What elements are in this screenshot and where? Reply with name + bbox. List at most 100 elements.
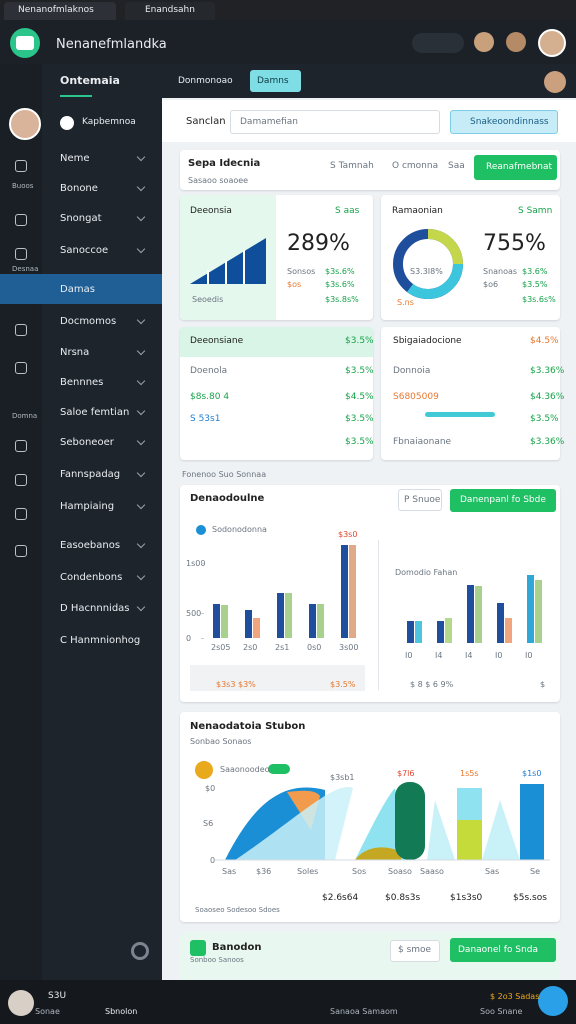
bar: [445, 618, 452, 643]
area-shapes: [215, 782, 550, 861]
nav-item[interactable]: Neme: [60, 153, 90, 164]
card-title: Sbigaiadocione: [393, 336, 462, 346]
chat-button[interactable]: [538, 986, 568, 1016]
nav-item[interactable]: C Hanmnionhog: [60, 635, 141, 646]
x-tick-label: Soaso: [388, 867, 412, 876]
x-tick-label: 2s1: [275, 643, 290, 652]
big-number: 755%: [483, 231, 546, 256]
nav-item[interactable]: Nrsna: [60, 347, 90, 358]
bar: [437, 621, 444, 643]
nav-item[interactable]: Easoebanos: [60, 540, 121, 551]
x-tick-label: Sas: [485, 867, 500, 876]
x-tick-label: Se: [530, 867, 540, 876]
secondary-button[interactable]: [398, 489, 442, 511]
filter[interactable]: Saa: [448, 161, 465, 171]
settings-icon[interactable]: [131, 942, 149, 960]
bar: [527, 575, 534, 643]
row-value: $3.5%: [530, 414, 559, 424]
row-label: S6805009: [393, 392, 439, 402]
primary-button[interactable]: [474, 155, 557, 180]
nav-item[interactable]: Saloe femtian: [60, 407, 130, 418]
filter[interactable]: O cmonna: [392, 161, 439, 171]
bar: [309, 604, 316, 638]
primary-button[interactable]: [450, 489, 556, 512]
primary-button[interactable]: [450, 938, 556, 962]
tab-title[interactable]: Nenanofmlaknos: [18, 5, 94, 15]
rail-icon: [15, 362, 27, 374]
bar: [475, 586, 482, 643]
y-tick-label: 500: [186, 609, 202, 618]
tick-mark: [201, 638, 204, 639]
nav-item[interactable]: Bonone: [60, 183, 98, 194]
card-title: Ramaonian: [392, 206, 443, 216]
button-label[interactable]: Snakeoondinnass: [470, 117, 549, 127]
button-label[interactable]: $ smoe: [398, 945, 432, 955]
x-tick-label: 2s0: [243, 643, 258, 652]
profile-avatar[interactable]: [9, 108, 41, 140]
card-subtitle: Sonboo Sanoos: [190, 956, 244, 964]
app-label[interactable]: Sbnolon: [105, 1007, 138, 1016]
profile-name: Kapbemnoa: [82, 117, 136, 127]
bar: [467, 585, 474, 643]
avatar[interactable]: [544, 71, 566, 93]
profile-icon: [60, 116, 74, 130]
nav-item[interactable]: Sanoccoe: [60, 245, 109, 256]
row-label: S 53s1: [190, 414, 221, 424]
card-title: Nenaodatoia Stubon: [190, 721, 306, 732]
icon-rail: [0, 64, 42, 980]
tick-mark: [201, 613, 204, 614]
toolbar-button[interactable]: [250, 70, 301, 92]
stat-text: $os: [287, 280, 302, 289]
search-input[interactable]: [230, 110, 440, 134]
filter[interactable]: S Tamnah: [330, 161, 374, 171]
dropdown[interactable]: Donmonoao: [178, 76, 233, 86]
tab[interactable]: [4, 2, 116, 20]
nav-item[interactable]: Seboneoer: [60, 437, 114, 448]
card-title: Banodon: [212, 942, 262, 953]
bar: [349, 545, 356, 638]
x-tick-label: I0: [405, 651, 413, 660]
button-label[interactable]: P Snuoe: [404, 495, 441, 505]
secondary-button[interactable]: [390, 940, 440, 962]
card-subtitle: Sasaoo soaoee: [188, 176, 249, 185]
tick-mark: [201, 563, 204, 564]
x-tick-label: I4: [465, 651, 473, 660]
button-label[interactable]: Reanafmebnat: [486, 162, 553, 172]
card-title: Deeonsia: [190, 206, 232, 216]
avatar[interactable]: [8, 990, 34, 1016]
search-label: Sanclan: [186, 116, 226, 127]
bottom-card-icon: [190, 940, 206, 956]
rail-icon: [15, 248, 27, 260]
nav-item[interactable]: Bennnes: [60, 377, 104, 388]
nav-item[interactable]: Hampiaing: [60, 501, 115, 512]
nav-item[interactable]: Fannspadag: [60, 469, 121, 480]
avatar[interactable]: [474, 32, 494, 52]
button-label[interactable]: Danaonel fo Snda: [458, 945, 538, 955]
rail-icon: [15, 474, 27, 486]
stat-text: $3.6%: [522, 267, 548, 276]
toggle[interactable]: [412, 33, 464, 53]
avatar[interactable]: [538, 29, 566, 57]
tab[interactable]: [125, 2, 215, 20]
tab-title[interactable]: Enandsahn: [145, 5, 195, 15]
button-label[interactable]: Damns: [257, 76, 289, 86]
donut: [393, 229, 463, 299]
avatar[interactable]: [506, 32, 526, 52]
nav-item[interactable]: Damas: [60, 284, 95, 295]
button-label[interactable]: Danenpanl fo Sbde: [460, 495, 546, 505]
rail-icon: [15, 160, 27, 172]
x-tick-label: 2s05: [211, 643, 231, 652]
row-label: Doenola: [190, 366, 228, 376]
search-button[interactable]: [450, 110, 558, 134]
stat-text: Snanoas: [483, 267, 518, 276]
nav-item[interactable]: Docmomos: [60, 316, 117, 327]
y-tick-label: S6: [203, 819, 214, 828]
value-label: $1s0: [522, 769, 542, 778]
stat-text: S3.3I8%: [410, 267, 443, 276]
nav-item[interactable]: D Hacnnnidas: [60, 603, 130, 614]
user-sub: Sonae: [35, 1007, 60, 1016]
footnote: Soaoseo Sodesoo Sdoes: [195, 906, 280, 914]
nav-item[interactable]: Snongat: [60, 213, 102, 224]
nav-item[interactable]: Condenbons: [60, 572, 123, 583]
